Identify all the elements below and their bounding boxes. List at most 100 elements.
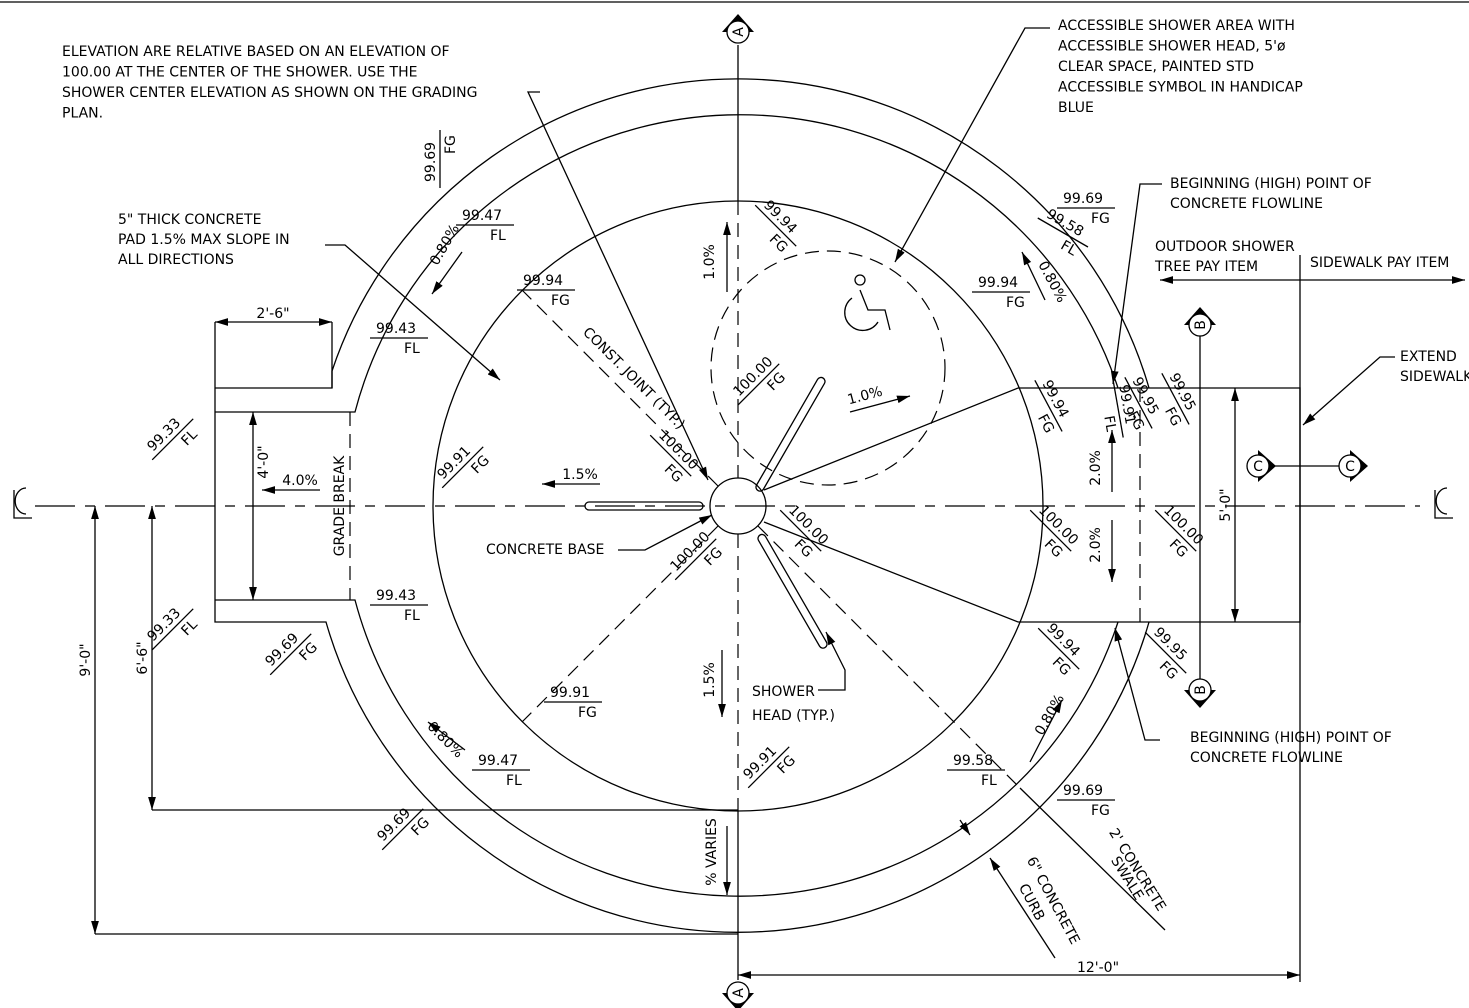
elevation-line [1029, 509, 1072, 552]
elevation-line [151, 418, 194, 461]
note: SHOWER [752, 684, 815, 700]
section-circle [1188, 313, 1212, 337]
note: ACCESSIBLE SYMBOL IN HANDICAP [1058, 80, 1303, 96]
note: CONCRETE BASE [486, 542, 604, 558]
note: ALL DIRECTIONS [118, 252, 234, 268]
note: BEGINNING (HIGH) POINT OF [1170, 176, 1372, 192]
leader [1019, 787, 1166, 931]
section-marker: B [1184, 307, 1216, 337]
slope-arrow [1029, 699, 1063, 763]
elevation-value: 99.69 [1063, 783, 1103, 799]
joint [521, 289, 719, 487]
elevation-value: 99.69 [1063, 191, 1103, 207]
section-letter: B [1193, 320, 1209, 330]
joint [521, 525, 719, 723]
elevation-value: 99.33 [144, 605, 184, 645]
note: CONCRETE FLOWLINE [1190, 750, 1343, 766]
elevation-code: FG [1161, 405, 1184, 429]
note: BEGINNING (HIGH) POINT OF [1190, 730, 1392, 746]
section-marker: C [1338, 450, 1368, 482]
slope-arrow [849, 395, 911, 413]
elevation-line [269, 633, 312, 676]
elevation: 99.43 FL [370, 588, 428, 624]
slope-arrow [431, 251, 463, 295]
slope: 4.0% [282, 473, 318, 489]
note: 100.00 AT THE CENTER OF THE SHOWER. USE … [62, 65, 417, 81]
section-letter: C [1345, 459, 1355, 475]
elevation-value: 99.94 [1043, 620, 1083, 660]
slope: 0.80% [427, 222, 463, 269]
slope: 2.0% [1088, 450, 1104, 486]
joint [757, 525, 1021, 789]
elevation-line [747, 746, 790, 789]
section-marker: B [1184, 678, 1216, 708]
centerline-symbol [13, 487, 1453, 519]
note: CONCRETE FLOWLINE [1170, 196, 1323, 212]
elevation-code: FL [1100, 414, 1119, 433]
elevation-value: 99.43 [376, 321, 416, 337]
accessible-symbol [844, 274, 891, 332]
section-circle [1338, 454, 1362, 478]
dimension: 6'-6" [135, 641, 151, 674]
elevation-code: FG [443, 135, 459, 154]
slope: % VARIES [704, 818, 720, 886]
elevation-line [1037, 627, 1080, 670]
slope: 1.5% [562, 467, 598, 483]
note: OUTDOOR SHOWER [1155, 239, 1295, 255]
section-letter: C [1253, 459, 1263, 475]
note: 5" THICK CONCRETE [118, 212, 261, 228]
elevation-code: FG [1124, 409, 1147, 433]
slope-arrow [1021, 251, 1046, 301]
elevation-value: 99.91 [740, 743, 780, 783]
note: GRADE BREAK [332, 455, 348, 556]
elevation-code: FG [578, 705, 597, 721]
section-letter: B [1193, 685, 1209, 695]
elevation-value: 99.91 [434, 443, 474, 483]
dimension: 9'-0" [78, 643, 94, 676]
elevation-code: FG [1006, 295, 1025, 311]
elevation-value: 99.58 [1043, 206, 1086, 240]
elevation-value: 99.33 [144, 415, 184, 455]
note: ELEVATION ARE RELATIVE BASED ON AN ELEVA… [62, 44, 450, 60]
dimension: 12'-0" [1077, 960, 1119, 976]
section-circle [1188, 678, 1212, 702]
shower-head [757, 533, 828, 649]
section-marker: A [722, 14, 754, 44]
elevation-line [1037, 217, 1089, 248]
elevation-line [1154, 509, 1197, 552]
elevation-line [1161, 372, 1190, 425]
slope: 1.0% [702, 244, 718, 280]
note: ACCESSIBLE SHOWER HEAD, 5'ø [1058, 39, 1286, 55]
section-letter: A [731, 27, 747, 37]
elevation-value: 99.69 [374, 805, 414, 845]
note: SIDEWALK PAY ITEM [1310, 255, 1449, 271]
elevation: 99.43 FL [370, 321, 428, 357]
elevation-value: 99.58 [953, 753, 993, 769]
elevation-value: 99.69 [262, 630, 302, 670]
swale-edge [215, 599, 1119, 897]
curb-outer [214, 388, 1150, 933]
shower-head [755, 376, 826, 492]
shower-base [709, 477, 767, 535]
elevation-value: 99.47 [478, 753, 518, 769]
section-circle [1246, 454, 1270, 478]
note: PAD 1.5% MAX SLOPE IN [118, 232, 290, 248]
elevation-line [737, 363, 780, 406]
elevation-value: 99.95 [1150, 624, 1190, 664]
elevation-line [674, 538, 717, 581]
note: TREE PAY ITEM [1154, 259, 1258, 275]
section-marker: A [722, 981, 754, 1008]
